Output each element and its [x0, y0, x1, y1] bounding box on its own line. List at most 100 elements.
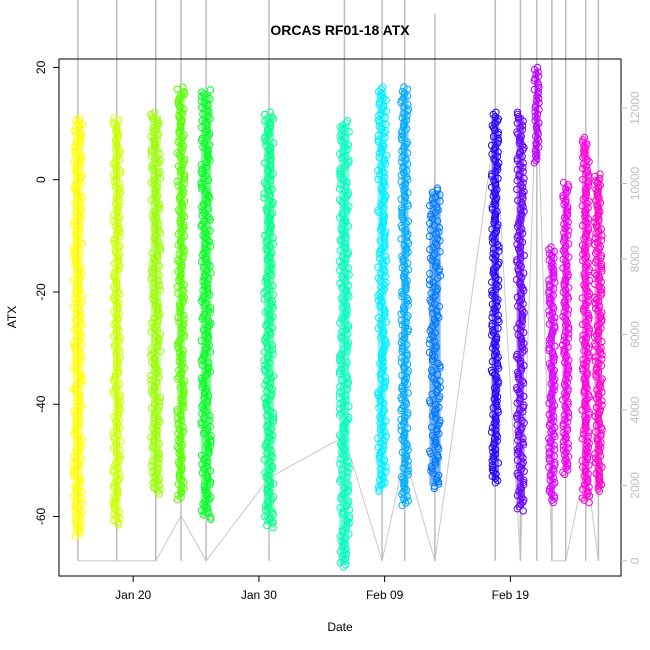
data-point [593, 221, 601, 229]
data-point [261, 308, 269, 316]
data-point [178, 215, 186, 223]
data-point [398, 224, 406, 232]
data-point [376, 426, 385, 434]
data-point [76, 162, 84, 171]
data-point [200, 310, 209, 319]
data-point [591, 218, 599, 227]
data-point [343, 191, 352, 200]
data-point [378, 287, 386, 295]
data-point [73, 363, 81, 371]
data-point [75, 250, 84, 259]
data-point [269, 431, 277, 440]
data-point [73, 233, 81, 241]
data-point [585, 182, 593, 190]
data-point [375, 208, 383, 217]
data-point [513, 491, 522, 500]
data-point [150, 314, 158, 323]
data-point [261, 368, 270, 376]
data-point [342, 194, 350, 202]
data-point [565, 413, 573, 421]
data-point [199, 326, 208, 334]
data-point [268, 341, 276, 349]
data-point [204, 392, 213, 400]
data-point [72, 481, 81, 490]
data-point [518, 190, 527, 198]
data-point [377, 351, 385, 359]
series-flight-4 [173, 83, 189, 504]
data-point [345, 202, 353, 211]
data-point [262, 400, 270, 409]
data-point [70, 182, 79, 190]
data-point [114, 151, 122, 160]
data-point [426, 201, 434, 210]
data-point [337, 314, 346, 323]
data-point [430, 221, 438, 230]
data-point [111, 200, 120, 208]
data-point [562, 317, 570, 325]
data-point [403, 112, 411, 120]
data-point [180, 175, 188, 183]
data-point [376, 371, 384, 379]
data-point [74, 521, 82, 529]
data-point [400, 241, 408, 250]
data-point [559, 178, 568, 187]
data-point [264, 471, 272, 479]
y-tick-label: 0 [34, 176, 48, 183]
data-point [487, 141, 496, 150]
data-point [428, 355, 437, 363]
data-point [264, 354, 272, 363]
data-point [204, 150, 212, 158]
data-point [265, 359, 273, 367]
data-point [203, 235, 212, 244]
data-point [343, 178, 351, 187]
series-band-5 [201, 92, 212, 517]
data-point [518, 322, 526, 330]
data-point [116, 147, 124, 155]
data-point [433, 274, 442, 282]
data-point [400, 479, 408, 487]
data-point [547, 338, 555, 346]
data-point [597, 362, 606, 370]
data-point [378, 202, 386, 210]
data-point [343, 145, 352, 154]
data-point [531, 103, 539, 112]
data-point [398, 354, 406, 362]
y-tick-label: -60 [34, 507, 48, 525]
data-point [345, 158, 353, 167]
data-point [340, 427, 348, 435]
data-point [200, 90, 208, 99]
data-point [203, 370, 211, 378]
data-point [71, 501, 79, 509]
series-band-14 [548, 250, 555, 500]
data-point [515, 463, 524, 471]
data-point [155, 170, 163, 178]
data-point [147, 371, 155, 380]
data-point [155, 402, 164, 410]
data-point [268, 324, 277, 332]
data-point [545, 360, 554, 368]
data-point [151, 292, 159, 301]
data-point [345, 281, 353, 290]
x-axis: Jan 20 Jan 30 Feb 09 Feb 19 [115, 575, 529, 602]
data-point [561, 286, 570, 294]
data-point [547, 263, 555, 271]
data-point [489, 110, 497, 119]
data-point [336, 319, 344, 327]
data-point [492, 470, 500, 478]
data-point [268, 436, 276, 444]
data-point [427, 372, 436, 381]
data-point [436, 362, 444, 370]
data-point [560, 470, 569, 479]
data-point [597, 262, 605, 271]
data-point [335, 389, 344, 397]
data-point [583, 479, 591, 487]
data-point [375, 118, 384, 126]
data-point [206, 412, 214, 420]
data-point [174, 344, 182, 352]
data-point [148, 319, 156, 327]
data-point [177, 261, 186, 269]
data-point [263, 486, 271, 495]
data-point [513, 256, 521, 264]
data-point [513, 185, 521, 194]
data-point [432, 230, 440, 238]
